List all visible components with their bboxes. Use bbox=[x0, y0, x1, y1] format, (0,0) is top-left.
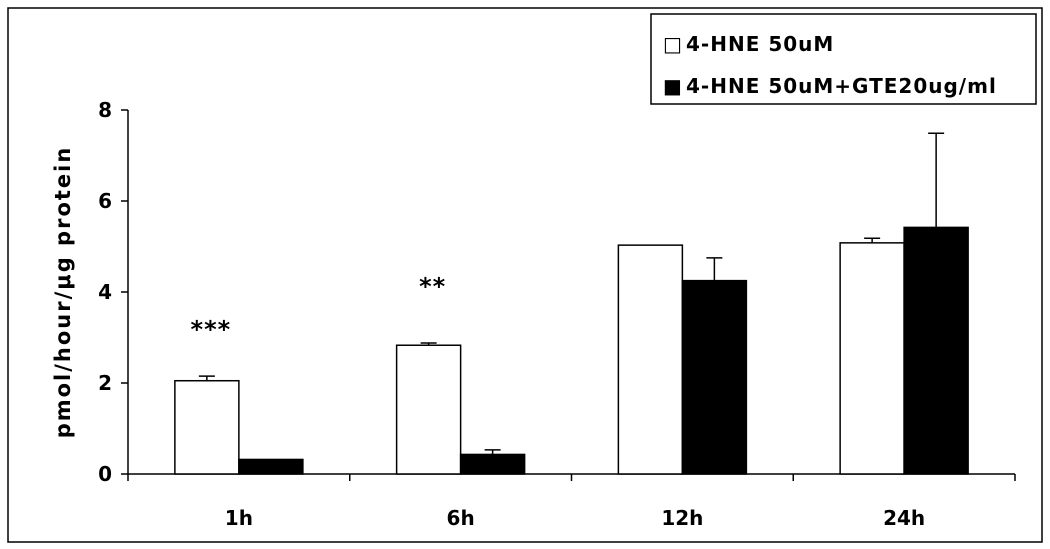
y-tick-label: 2 bbox=[98, 371, 112, 395]
bar-4hne-gte bbox=[903, 226, 969, 475]
legend: □ 4-HNE 50uM ■ 4-HNE 50uM+GTE20ug/ml bbox=[650, 13, 1037, 105]
annotations: ***** bbox=[191, 272, 446, 344]
legend-label-1: 4-HNE 50uM bbox=[686, 32, 834, 56]
y-tick-label: 0 bbox=[98, 462, 112, 486]
bar-4hne bbox=[174, 379, 240, 475]
y-tick-label: 4 bbox=[98, 280, 112, 304]
significance-label: *** bbox=[191, 316, 232, 344]
bar-4hne-gte bbox=[459, 453, 526, 475]
x-tick-label: 12h bbox=[661, 506, 703, 530]
legend-marker-2: ■ bbox=[663, 74, 683, 98]
x-tick-label: 6h bbox=[447, 506, 475, 530]
significance-label: ** bbox=[419, 272, 446, 300]
legend-marker-1: □ bbox=[663, 32, 683, 56]
bars bbox=[174, 132, 969, 475]
bar-4hne bbox=[839, 242, 905, 475]
legend-box bbox=[650, 13, 1037, 105]
y-axis-title: pmol/hour/μg protein bbox=[51, 146, 75, 439]
bar-4hne bbox=[617, 244, 684, 475]
bar-4hne-gte bbox=[238, 458, 304, 475]
bar-4hne bbox=[395, 344, 462, 475]
y-axis: 0 2 4 6 8 bbox=[98, 98, 129, 486]
y-tick-label: 8 bbox=[98, 98, 112, 122]
x-tick-label: 1h bbox=[225, 506, 253, 530]
x-tick-label: 24h bbox=[883, 506, 925, 530]
legend-item-1: □ 4-HNE 50uM bbox=[663, 32, 834, 56]
legend-item-2: ■ 4-HNE 50uM+GTE20ug/ml bbox=[663, 74, 997, 98]
bar-4hne-gte bbox=[681, 279, 748, 475]
y-tick-label: 6 bbox=[98, 189, 112, 213]
legend-label-2: 4-HNE 50uM+GTE20ug/ml bbox=[686, 74, 997, 98]
